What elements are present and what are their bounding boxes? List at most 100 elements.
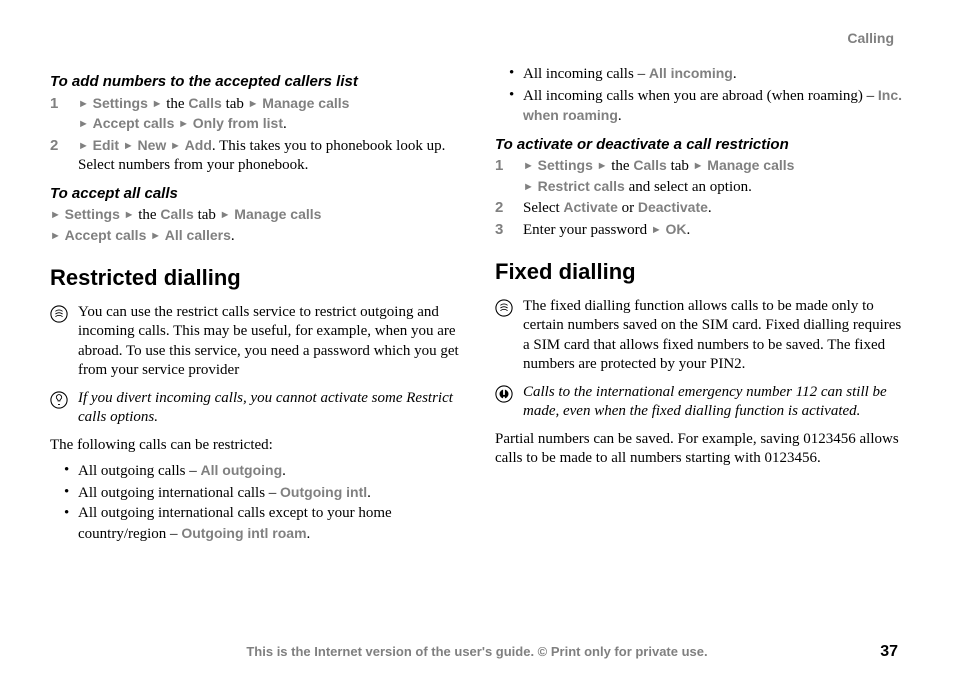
text: the [135, 207, 161, 223]
heading-fixed-dialling: Fixed dialling [495, 258, 904, 287]
nav-arrow-icon: ► [78, 98, 89, 110]
warning-text: Calls to the international emergency num… [523, 383, 904, 422]
nav-arrow-icon: ► [150, 230, 161, 242]
text: tab [222, 96, 248, 112]
list-item: All outgoing international calls except … [64, 504, 459, 544]
menu-item: All outgoing [201, 462, 283, 478]
page: Calling To add numbers to the accepted c… [0, 0, 954, 677]
menu-item: Settings [65, 206, 120, 222]
nav-arrow-icon: ► [78, 118, 89, 130]
heading-restricted-dialling: Restricted dialling [50, 264, 459, 293]
step-1: 1 ► Settings ► the Calls tab ► Manage ca… [50, 94, 459, 135]
nav-arrow-icon: ► [523, 160, 534, 172]
info-para: You can use the restrict calls service t… [50, 303, 459, 381]
text: . [708, 200, 712, 216]
subheading-accept-all: To accept all calls [50, 184, 459, 204]
menu-item: Manage calls [234, 206, 321, 222]
text: or [618, 200, 638, 216]
menu-item: Calls [160, 206, 193, 222]
step-2: 2 Select Activate or Deactivate. [495, 198, 904, 219]
text: . This takes you to phonebook look up. S… [78, 138, 445, 174]
menu-item: All incoming [649, 65, 733, 81]
nav-arrow-icon: ► [597, 160, 608, 172]
subheading-activate-restriction: To activate or deactivate a call restric… [495, 135, 904, 155]
footer-text: This is the Internet version of the user… [0, 644, 954, 659]
note-text: If you divert incoming calls, you cannot… [78, 389, 459, 428]
step-body: ► Edit ► New ► Add. This takes you to ph… [78, 136, 459, 176]
step-3: 3 Enter your password ► OK. [495, 220, 904, 241]
text: tab [667, 158, 693, 174]
text: the [163, 96, 189, 112]
bullet-list: All outgoing calls – All outgoing. All o… [50, 461, 459, 544]
nav-arrow-icon: ► [123, 140, 134, 152]
text: . [231, 228, 235, 244]
paragraph: Partial numbers can be saved. For exampl… [495, 430, 904, 469]
tip-icon [50, 389, 78, 428]
text: Select [523, 200, 563, 216]
menu-item: Deactivate [638, 199, 708, 215]
text: . [283, 116, 287, 132]
nav-accept-all: ► Settings ► the Calls tab ► Manage call… [50, 205, 459, 246]
menu-item: Manage calls [262, 95, 349, 111]
nav-arrow-icon: ► [78, 140, 89, 152]
menu-item: Only from list [193, 115, 283, 131]
text: All outgoing international calls – [78, 485, 280, 501]
info-para: The fixed dialling function allows calls… [495, 297, 904, 375]
nav-arrow-icon: ► [248, 98, 259, 110]
note-para: If you divert incoming calls, you cannot… [50, 389, 459, 428]
menu-item: Calls [188, 95, 221, 111]
text: . [618, 108, 622, 124]
header-section: Calling [50, 30, 904, 46]
step-1: 1 ► Settings ► the Calls tab ► Manage ca… [495, 156, 904, 197]
text: . [733, 66, 737, 82]
list-item: All outgoing international calls – Outgo… [64, 483, 459, 504]
text: . [307, 526, 311, 542]
left-column: To add numbers to the accepted callers l… [50, 64, 459, 548]
warning-icon [495, 383, 523, 422]
menu-item: Add [185, 137, 212, 153]
menu-item: OK [666, 221, 687, 237]
right-column: All incoming calls – All incoming. All i… [495, 64, 904, 548]
page-number: 37 [880, 643, 898, 661]
step-body: Enter your password ► OK. [523, 220, 904, 241]
paragraph: The following calls can be restricted: [50, 436, 459, 456]
step-number: 3 [495, 220, 523, 241]
steps-add-numbers: 1 ► Settings ► the Calls tab ► Manage ca… [50, 94, 459, 176]
step-body: ► Settings ► the Calls tab ► Manage call… [523, 156, 904, 197]
list-item: All outgoing calls – All outgoing. [64, 461, 459, 482]
text: All incoming calls – [523, 66, 649, 82]
bullet-list: All incoming calls – All incoming. All i… [495, 64, 904, 127]
nav-arrow-icon: ► [523, 181, 534, 193]
info-text: The fixed dialling function allows calls… [523, 297, 904, 375]
nav-arrow-icon: ► [178, 118, 189, 130]
step-body: ► Settings ► the Calls tab ► Manage call… [78, 94, 459, 135]
text: . [282, 463, 286, 479]
text: tab [194, 207, 220, 223]
text: the [608, 158, 634, 174]
text: All incoming calls when you are abroad (… [523, 88, 878, 104]
nav-arrow-icon: ► [50, 230, 61, 242]
menu-item: Activate [563, 199, 617, 215]
warning-para: Calls to the international emergency num… [495, 383, 904, 422]
text: . [687, 222, 691, 238]
nav-arrow-icon: ► [170, 140, 181, 152]
menu-item: Calls [633, 157, 666, 173]
menu-item: Manage calls [707, 157, 794, 173]
nav-arrow-icon: ► [651, 224, 662, 236]
step-number: 1 [495, 156, 523, 197]
menu-item: Accept calls [93, 115, 175, 131]
list-item: All incoming calls when you are abroad (… [509, 86, 904, 127]
menu-item: All callers [165, 227, 231, 243]
menu-item: Accept calls [65, 227, 147, 243]
menu-item: Outgoing intl [280, 484, 367, 500]
content-columns: To add numbers to the accepted callers l… [50, 64, 904, 548]
text: and select an option. [625, 179, 752, 195]
menu-item: Settings [538, 157, 593, 173]
menu-item: New [137, 137, 166, 153]
nav-arrow-icon: ► [220, 209, 231, 221]
nav-arrow-icon: ► [124, 209, 135, 221]
list-item: All incoming calls – All incoming. [509, 64, 904, 85]
menu-item: Edit [93, 137, 119, 153]
step-body: Select Activate or Deactivate. [523, 198, 904, 219]
menu-item: Restrict calls [538, 178, 625, 194]
